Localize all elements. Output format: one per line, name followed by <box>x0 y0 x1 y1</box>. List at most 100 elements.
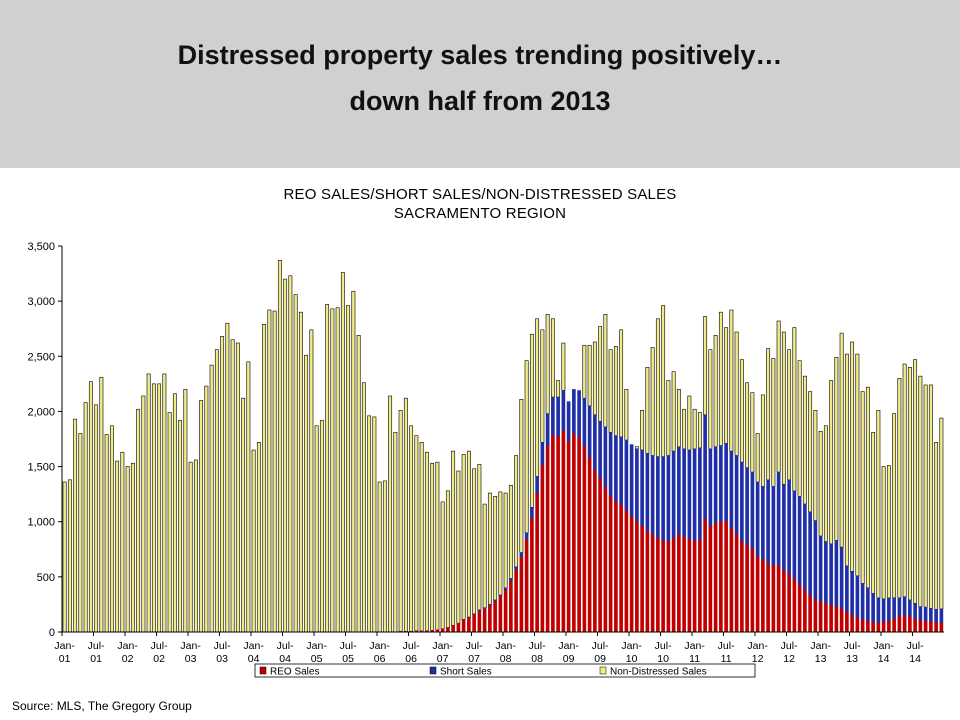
x-tick-label-year: 02 <box>122 653 134 665</box>
bar-non-distressed <box>787 349 792 481</box>
bar-non-distressed <box>718 311 723 446</box>
bar-non-distressed <box>319 419 324 633</box>
bar-non-distressed <box>288 275 293 633</box>
x-tick-label-month: Jul- <box>277 640 294 652</box>
bar-reo-sales <box>892 618 896 633</box>
x-tick-label-year: 09 <box>563 653 575 665</box>
bar-reo-sales <box>813 599 818 633</box>
bar-short-sales <box>624 439 629 511</box>
bar-short-sales <box>530 507 534 519</box>
bar-reo-sales <box>724 521 728 633</box>
bar-short-sales <box>708 448 713 527</box>
bar-short-sales <box>902 596 907 616</box>
bar-non-distressed <box>608 349 613 433</box>
bar-short-sales <box>860 583 865 621</box>
bar-non-distressed <box>797 360 802 497</box>
bar-non-distressed <box>372 416 377 633</box>
bar-reo-sales <box>624 510 629 633</box>
bar-non-distressed <box>130 462 135 633</box>
bar-short-sales <box>608 432 613 497</box>
bar-reo-sales <box>640 525 644 633</box>
bar-non-distressed <box>125 466 130 633</box>
bar-non-distressed <box>83 402 88 633</box>
x-tick-label-month: Jan- <box>495 640 516 652</box>
x-tick-label-year: 06 <box>374 653 386 665</box>
bar-reo-sales <box>845 611 849 633</box>
bar-non-distressed <box>850 341 855 572</box>
bar-reo-sales <box>530 518 534 633</box>
bar-reo-sales <box>682 536 686 633</box>
bar-short-sales <box>598 421 602 479</box>
legend-swatch-short <box>429 666 437 675</box>
x-tick-label-year: 13 <box>846 653 858 665</box>
x-tick-label-year: 03 <box>185 653 197 665</box>
bar-reo-sales <box>876 622 881 633</box>
bar-non-distressed <box>199 400 204 633</box>
x-tick-label-year: 05 <box>311 653 323 665</box>
bar-short-sales <box>755 481 760 558</box>
x-tick-label-year: 11 <box>689 653 700 665</box>
bar-non-distressed <box>923 384 928 608</box>
bar-non-distressed <box>535 318 540 477</box>
bar-non-distressed <box>592 341 597 416</box>
bar-reo-sales <box>839 608 844 633</box>
source-note: Source: MLS, The Gregory Group <box>12 699 192 713</box>
bar-non-distressed <box>881 466 886 600</box>
x-tick-label-month: Jan- <box>306 640 327 652</box>
x-tick-label-month: Jul- <box>592 640 609 652</box>
bar-short-sales <box>661 456 665 541</box>
bar-short-sales <box>824 541 828 604</box>
x-tick-label-month: Jan- <box>684 640 705 652</box>
bar-short-sales <box>776 471 781 567</box>
x-tick-label-year: 10 <box>657 653 669 665</box>
bar-short-sales <box>698 447 702 541</box>
bar-reo-sales <box>939 622 944 633</box>
bar-short-sales <box>734 455 739 536</box>
bar-reo-sales <box>745 544 749 633</box>
bar-short-sales <box>782 484 786 571</box>
page-title-line-2: down half from 2013 <box>349 86 611 116</box>
bar-non-distressed <box>78 433 83 633</box>
bar-non-distressed <box>146 373 151 633</box>
bar-non-distressed <box>892 413 897 599</box>
bar-non-distressed <box>487 492 492 605</box>
bar-reo-sales <box>577 437 581 633</box>
bar-non-distressed <box>445 490 450 628</box>
page-title-line-1: Distressed property sales trending posit… <box>177 40 783 70</box>
bar-reo-sales <box>719 521 723 633</box>
bar-non-distressed <box>750 392 755 473</box>
bar-short-sales <box>771 486 776 567</box>
bar-non-distressed <box>193 459 198 633</box>
bar-non-distressed <box>713 335 718 448</box>
bar-non-distressed <box>540 329 545 443</box>
bar-short-sales <box>603 426 608 488</box>
bar-non-distressed <box>561 342 566 391</box>
bar-non-distressed <box>813 410 818 521</box>
x-tick-label-month: Jul- <box>340 640 357 652</box>
bar-reo-sales <box>766 563 770 633</box>
bar-reo-sales <box>755 556 760 633</box>
bar-reo-sales <box>698 540 702 633</box>
x-tick-label-year: 09 <box>594 653 606 665</box>
bar-reo-sales <box>797 584 802 633</box>
bar-non-distressed <box>844 353 849 567</box>
legend-swatch-non-distressed <box>599 666 607 675</box>
bar-short-sales <box>545 413 550 446</box>
bar-non-distressed <box>188 461 193 633</box>
bar-reo-sales <box>514 570 518 633</box>
bar-non-distressed <box>346 305 351 633</box>
bar-reo-sales <box>708 525 713 633</box>
bar-reo-sales <box>551 435 555 633</box>
bar-reo-sales <box>461 619 466 633</box>
bar-short-sales <box>929 608 933 622</box>
x-tick-label-month: Jan- <box>873 640 894 652</box>
legend-label-reo: REO Sales <box>270 667 319 678</box>
bar-short-sales <box>645 453 650 531</box>
bar-non-distressed <box>493 496 498 601</box>
bar-non-distressed <box>451 450 456 626</box>
bar-short-sales <box>671 450 676 539</box>
bar-short-sales <box>787 479 791 575</box>
bar-non-distressed <box>503 492 508 589</box>
bar-short-sales <box>656 456 660 539</box>
bars-group <box>62 260 944 633</box>
